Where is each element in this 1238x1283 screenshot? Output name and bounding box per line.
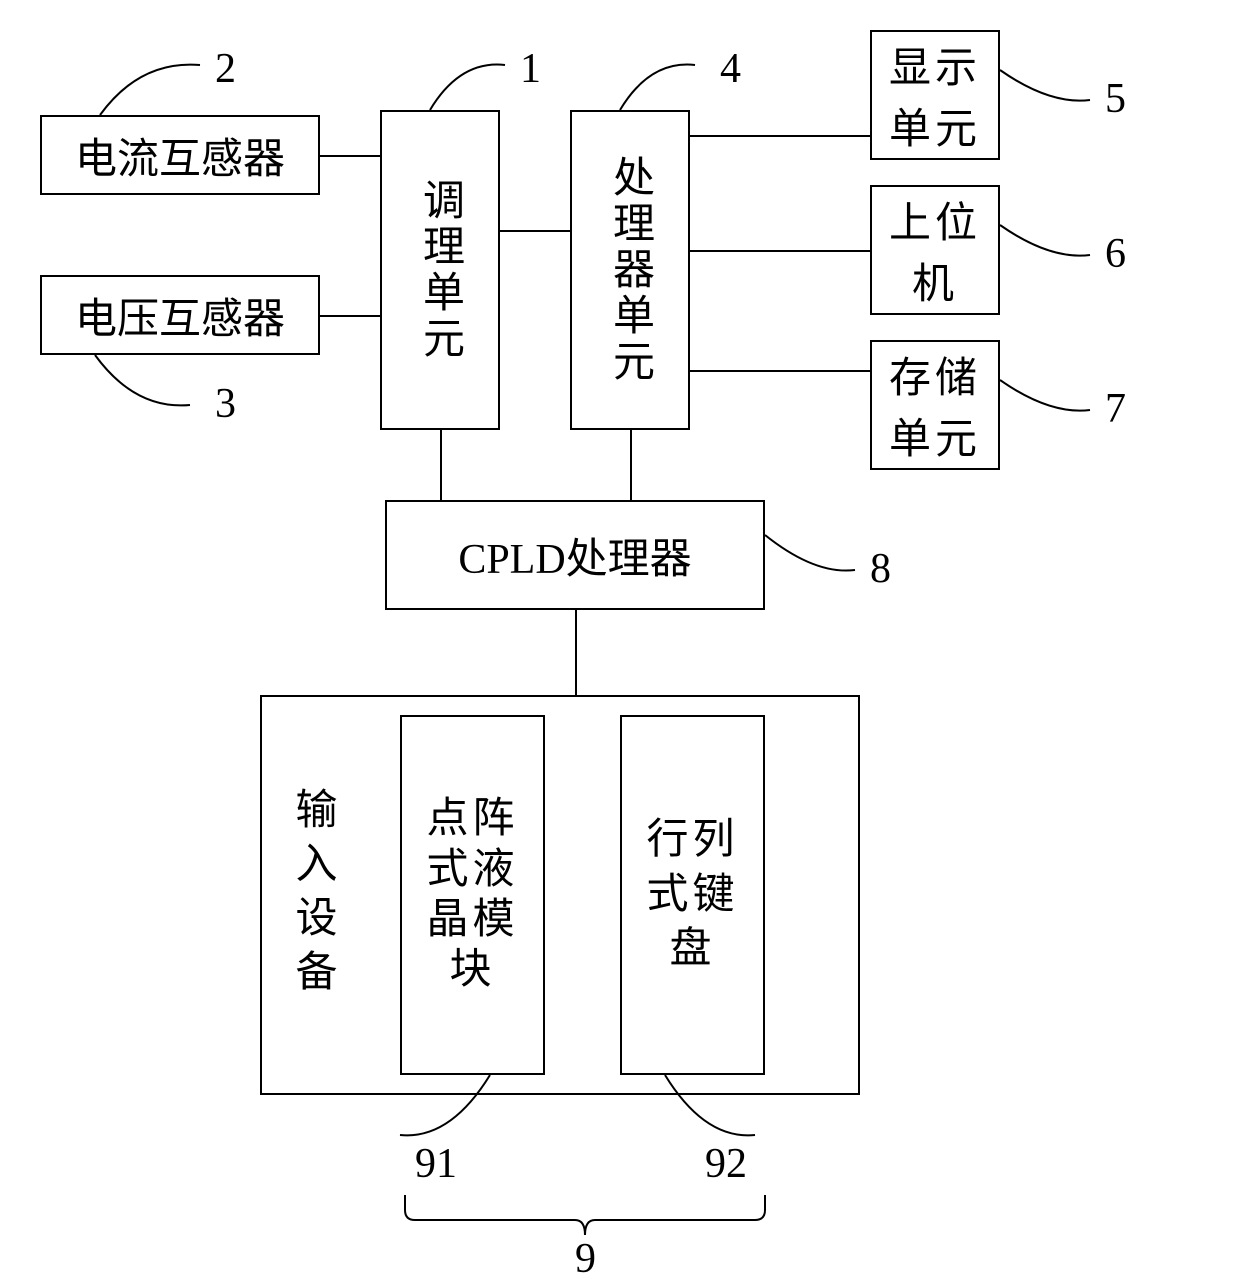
num-3: 3 <box>215 380 236 428</box>
line-ct-cond <box>320 155 380 157</box>
input-device-label: 输入设备 <box>282 787 343 1003</box>
leader-92 <box>660 1075 760 1145</box>
num-8: 8 <box>870 545 891 593</box>
matrix-keyboard-label: 行列式键盘 <box>646 813 738 977</box>
processor-unit-box: 处理器单元 <box>570 110 690 430</box>
voltage-transformer-label: 电压互感器 <box>75 285 285 346</box>
leader-6 <box>1000 215 1100 260</box>
voltage-transformer-box: 电压互感器 <box>40 275 320 355</box>
line-proc-disp <box>690 135 870 137</box>
cpld-label: CPLD处理器 <box>458 525 691 586</box>
display-unit-box: 显示单元 <box>870 30 1000 160</box>
storage-unit-box: 存储单元 <box>870 340 1000 470</box>
leader-5 <box>1000 60 1100 105</box>
processor-unit-label: 处理器单元 <box>600 155 661 385</box>
num-9: 9 <box>575 1235 596 1283</box>
host-computer-box: 上位机 <box>870 185 1000 315</box>
current-transformer-box: 电流互感器 <box>40 115 320 195</box>
num-4: 4 <box>720 45 741 93</box>
num-2: 2 <box>215 45 236 93</box>
display-unit-label: 显示单元 <box>872 34 998 156</box>
line-cond-proc <box>500 230 570 232</box>
line-cpld-input <box>575 610 577 695</box>
cpld-box: CPLD处理器 <box>385 500 765 610</box>
conditioning-unit-label: 调理单元 <box>410 178 471 362</box>
leader-7 <box>1000 370 1100 415</box>
line-proc-cpld <box>630 430 632 500</box>
num-6: 6 <box>1105 230 1126 278</box>
num-1: 1 <box>520 45 541 93</box>
leader-2 <box>100 60 220 120</box>
leader-3 <box>95 355 205 415</box>
num-91: 91 <box>415 1140 457 1188</box>
num-5: 5 <box>1105 75 1126 123</box>
input-device-box: 输入设备 <box>260 695 860 1095</box>
leader-1 <box>430 60 520 115</box>
storage-unit-label: 存储单元 <box>872 344 998 466</box>
leader-8 <box>765 530 865 580</box>
line-cond-cpld <box>440 430 442 500</box>
leader-4 <box>620 60 710 115</box>
matrix-keyboard-box: 行列式键盘 <box>620 715 765 1075</box>
num-7: 7 <box>1105 385 1126 433</box>
lcd-module-box: 点阵式液晶模块 <box>400 715 545 1075</box>
line-proc-store <box>690 370 870 372</box>
current-transformer-label: 电流互感器 <box>75 125 285 186</box>
host-computer-label: 上位机 <box>872 189 998 311</box>
line-vt-cond <box>320 315 380 317</box>
num-92: 92 <box>705 1140 747 1188</box>
line-proc-host <box>690 250 870 252</box>
lcd-module-label: 点阵式液晶模块 <box>426 794 518 996</box>
leader-91 <box>395 1075 495 1145</box>
conditioning-unit-box: 调理单元 <box>380 110 500 430</box>
